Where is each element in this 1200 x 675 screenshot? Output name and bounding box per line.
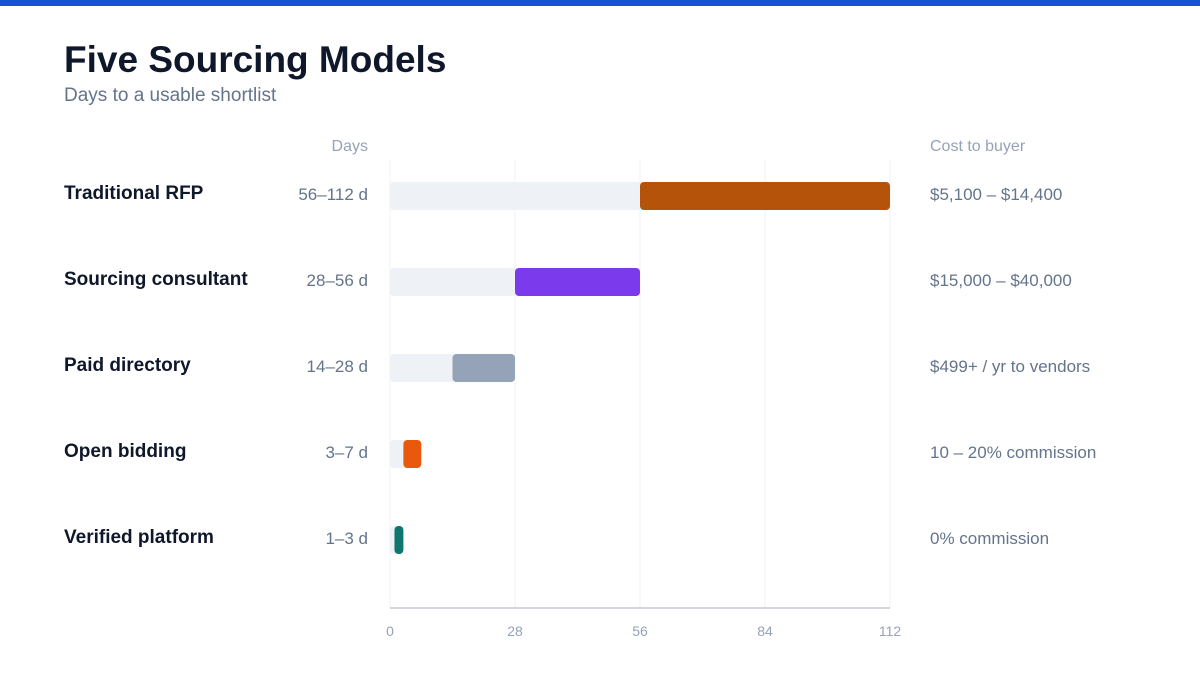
- range-label: 28–56 d: [307, 271, 368, 290]
- x-tick-label: 28: [507, 623, 523, 639]
- cost-column-header: Cost to buyer: [930, 138, 1026, 155]
- range-bar: [452, 354, 515, 382]
- row-label: Open bidding: [64, 441, 186, 462]
- x-tick-label: 0: [386, 623, 394, 639]
- cost-label: 0% commission: [930, 529, 1049, 548]
- cost-label: $499+ / yr to vendors: [930, 357, 1090, 376]
- row-label: Sourcing consultant: [64, 269, 248, 290]
- cost-label: 10 – 20% commission: [930, 443, 1096, 462]
- range-label: 3–7 d: [325, 443, 368, 462]
- x-tick-label: 56: [632, 623, 648, 639]
- row-label: Paid directory: [64, 355, 191, 376]
- bar-track: [390, 182, 644, 210]
- range-label: 1–3 d: [325, 529, 368, 548]
- range-bar: [403, 440, 422, 468]
- range-bar: [640, 182, 890, 210]
- bar-track: [390, 268, 519, 296]
- row-label: Verified platform: [64, 527, 214, 548]
- page-subtitle: Days to a usable shortlist: [64, 85, 277, 106]
- days-column-header: Days: [332, 138, 368, 155]
- range-bar: [394, 526, 404, 554]
- cost-label: $5,100 – $14,400: [930, 185, 1062, 204]
- page-title: Five Sourcing Models: [64, 39, 447, 80]
- top-accent-bar: [0, 0, 1200, 6]
- range-bar: [515, 268, 640, 296]
- x-tick-label: 112: [879, 623, 902, 639]
- x-tick-label: 84: [757, 623, 773, 639]
- range-label: 14–28 d: [307, 357, 368, 376]
- bar-track: [390, 440, 408, 468]
- range-label: 56–112 d: [298, 185, 368, 204]
- row-label: Traditional RFP: [64, 183, 204, 204]
- bar-track: [390, 354, 457, 382]
- cost-label: $15,000 – $40,000: [930, 271, 1072, 290]
